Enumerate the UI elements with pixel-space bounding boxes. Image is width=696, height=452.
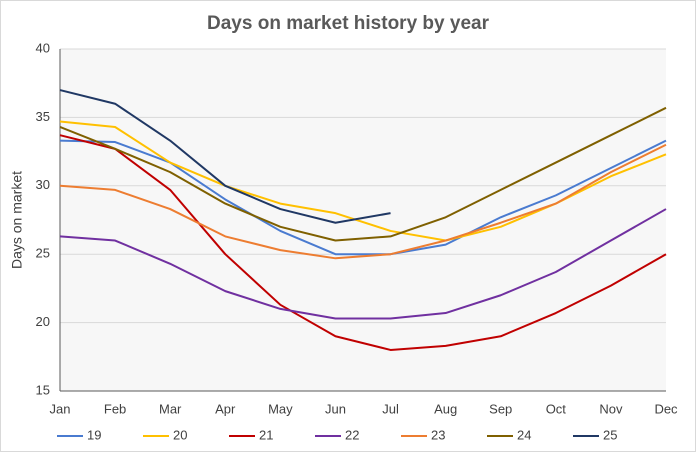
x-tick-label: Dec	[654, 401, 678, 416]
legend-label: 25	[603, 427, 617, 442]
y-tick-label: 30	[36, 177, 50, 192]
series-line	[59, 89, 391, 224]
x-tick-label: Sep	[489, 401, 512, 416]
legend-label: 24	[517, 427, 531, 442]
legend-label: 23	[431, 427, 445, 442]
legend-label: 19	[87, 427, 101, 442]
x-tick-label: Jun	[325, 401, 346, 416]
y-tick-label: 15	[36, 382, 50, 397]
x-tick-label: Aug	[434, 401, 457, 416]
series-line	[59, 143, 667, 260]
y-tick-label: 40	[36, 40, 50, 55]
x-tick-label: May	[268, 401, 293, 416]
x-tick-label: Jul	[382, 401, 399, 416]
y-tick-label: 25	[36, 246, 50, 261]
plot-area	[60, 49, 666, 391]
y-axis-title: Days on market	[9, 171, 25, 269]
x-tick-label: Jan	[50, 401, 71, 416]
legend-label: 21	[259, 427, 273, 442]
series-line	[59, 134, 667, 351]
series-line	[59, 139, 667, 256]
series-line	[59, 106, 667, 242]
legend-label: 20	[173, 427, 187, 442]
y-tick-label: 35	[36, 109, 50, 124]
series-line	[59, 208, 667, 320]
x-tick-label: Oct	[546, 401, 567, 416]
legend-label: 22	[345, 427, 359, 442]
x-tick-label: Apr	[215, 401, 236, 416]
x-tick-label: Feb	[104, 401, 126, 416]
x-tick-label: Nov	[599, 401, 623, 416]
chart-title: Days on market history by year	[207, 13, 490, 34]
x-tick-label: Mar	[159, 401, 182, 416]
y-tick-label: 20	[36, 314, 50, 329]
